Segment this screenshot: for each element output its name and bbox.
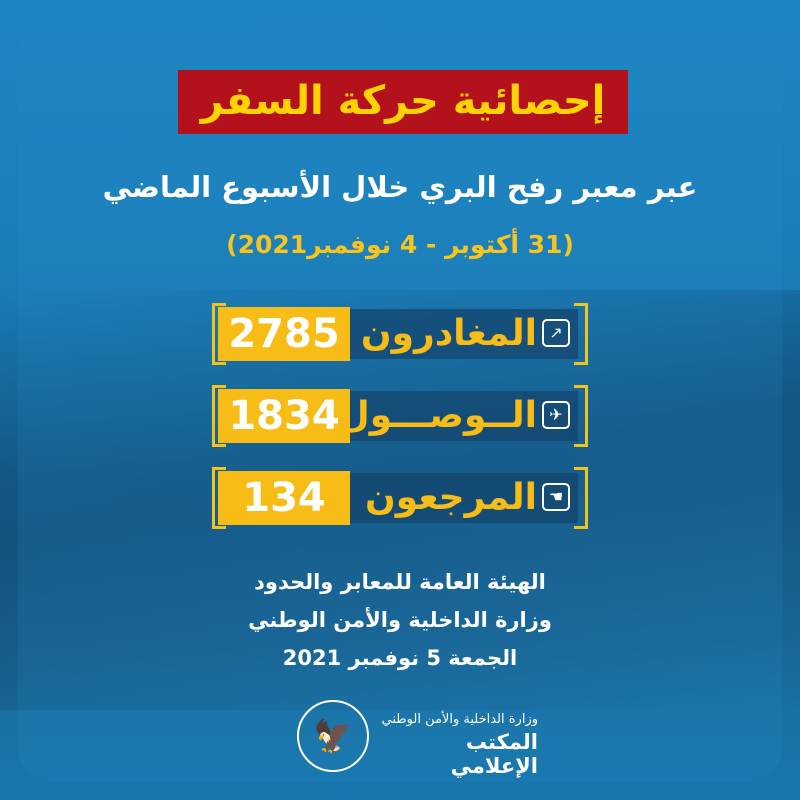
stat-row-departures: 2785 المغادرون ↗: [212, 303, 588, 365]
stat-label: المغادرون: [360, 313, 537, 354]
footer-authority: الهيئة العامة للمعابر والحدود: [254, 570, 546, 594]
eagle-emblem-icon: 🦅: [297, 700, 369, 772]
footer-ministry: وزارة الداخلية والأمن الوطني: [248, 608, 552, 632]
page-title: إحصائية حركة السفر: [178, 70, 628, 134]
returned-hand-icon: ☚: [542, 483, 570, 511]
logo-ministry: وزارة الداخلية والأمن الوطني: [381, 712, 538, 727]
stat-value: 134: [218, 471, 350, 525]
subtitle: عبر معبر رفح البري خلال الأسبوع الماضي: [102, 170, 698, 204]
date-range: (31 أكتوبر - 4 نوفمبر2021): [226, 230, 574, 259]
logo-office: المكتب الإعلامي: [450, 730, 538, 778]
stat-row-arrivals: 1834 الــوصـــول ✈: [212, 385, 588, 447]
stat-value: 1834: [218, 389, 350, 443]
arrival-plane-icon: ✈: [542, 401, 570, 429]
stat-value: 2785: [218, 307, 350, 361]
stat-label: المرجعون: [365, 477, 537, 518]
stat-label: الــوصـــول: [338, 395, 537, 436]
departure-icon: ↗: [542, 319, 570, 347]
footer-date: الجمعة 5 نوفمبر 2021: [282, 646, 518, 670]
stat-row-returned: 134 المرجعون ☚: [212, 467, 588, 529]
